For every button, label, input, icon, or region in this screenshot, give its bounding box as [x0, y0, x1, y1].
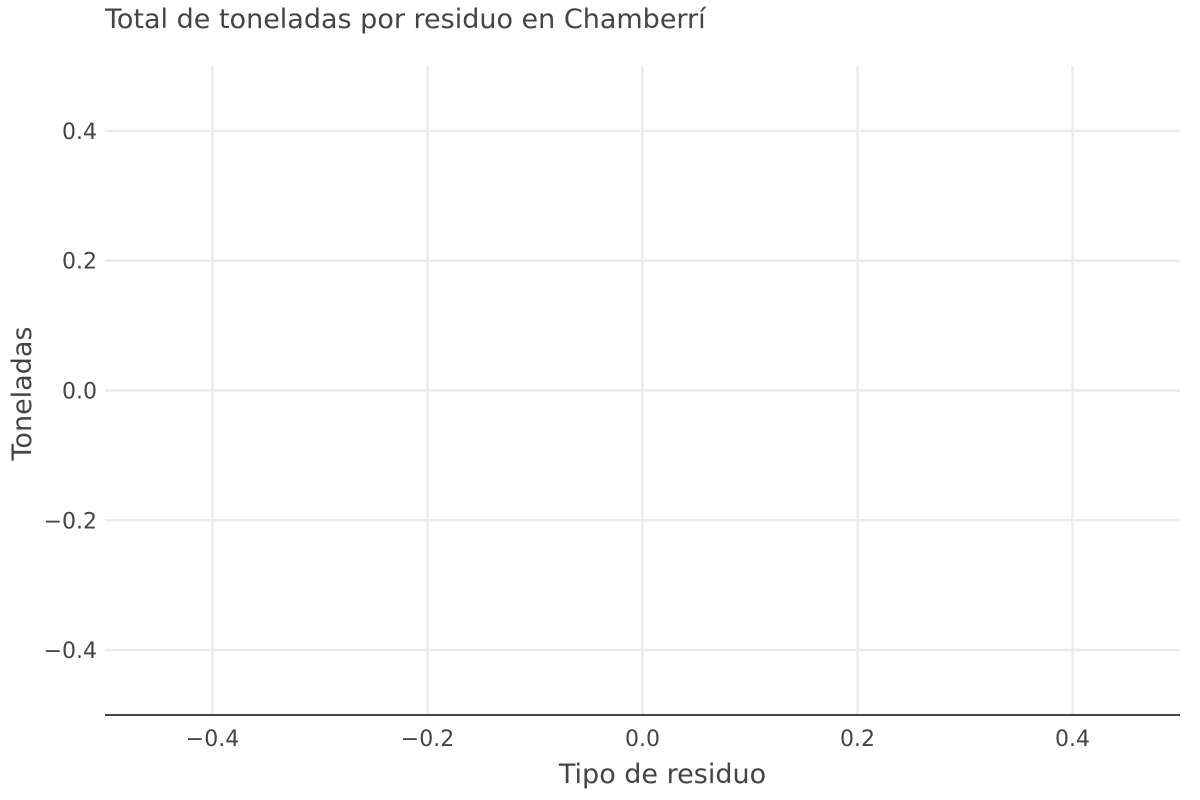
chart-title: Total de toneladas por residuo en Chambe… — [104, 4, 707, 35]
y-tick-label: 0.0 — [62, 380, 97, 405]
y-axis-ticks: 0.4 0.2 0.0 −0.2 −0.4 — [44, 120, 97, 664]
x-tick-label: 0.0 — [625, 727, 660, 752]
y-tick-label: 0.2 — [62, 250, 97, 275]
y-tick-label: 0.4 — [62, 120, 97, 145]
y-tick-label: −0.4 — [44, 639, 97, 664]
x-tick-label: −0.2 — [401, 727, 454, 752]
y-tick-label: −0.2 — [44, 509, 97, 534]
x-axis-title: Tipo de residuo — [558, 759, 766, 790]
x-tick-label: −0.4 — [186, 727, 239, 752]
x-tick-label: 0.2 — [840, 727, 875, 752]
y-axis-title: Toneladas — [7, 327, 38, 462]
x-tick-label: 0.4 — [1055, 727, 1090, 752]
x-axis-ticks: −0.4 −0.2 0.0 0.2 0.4 — [186, 727, 1090, 752]
grid — [105, 66, 1180, 715]
